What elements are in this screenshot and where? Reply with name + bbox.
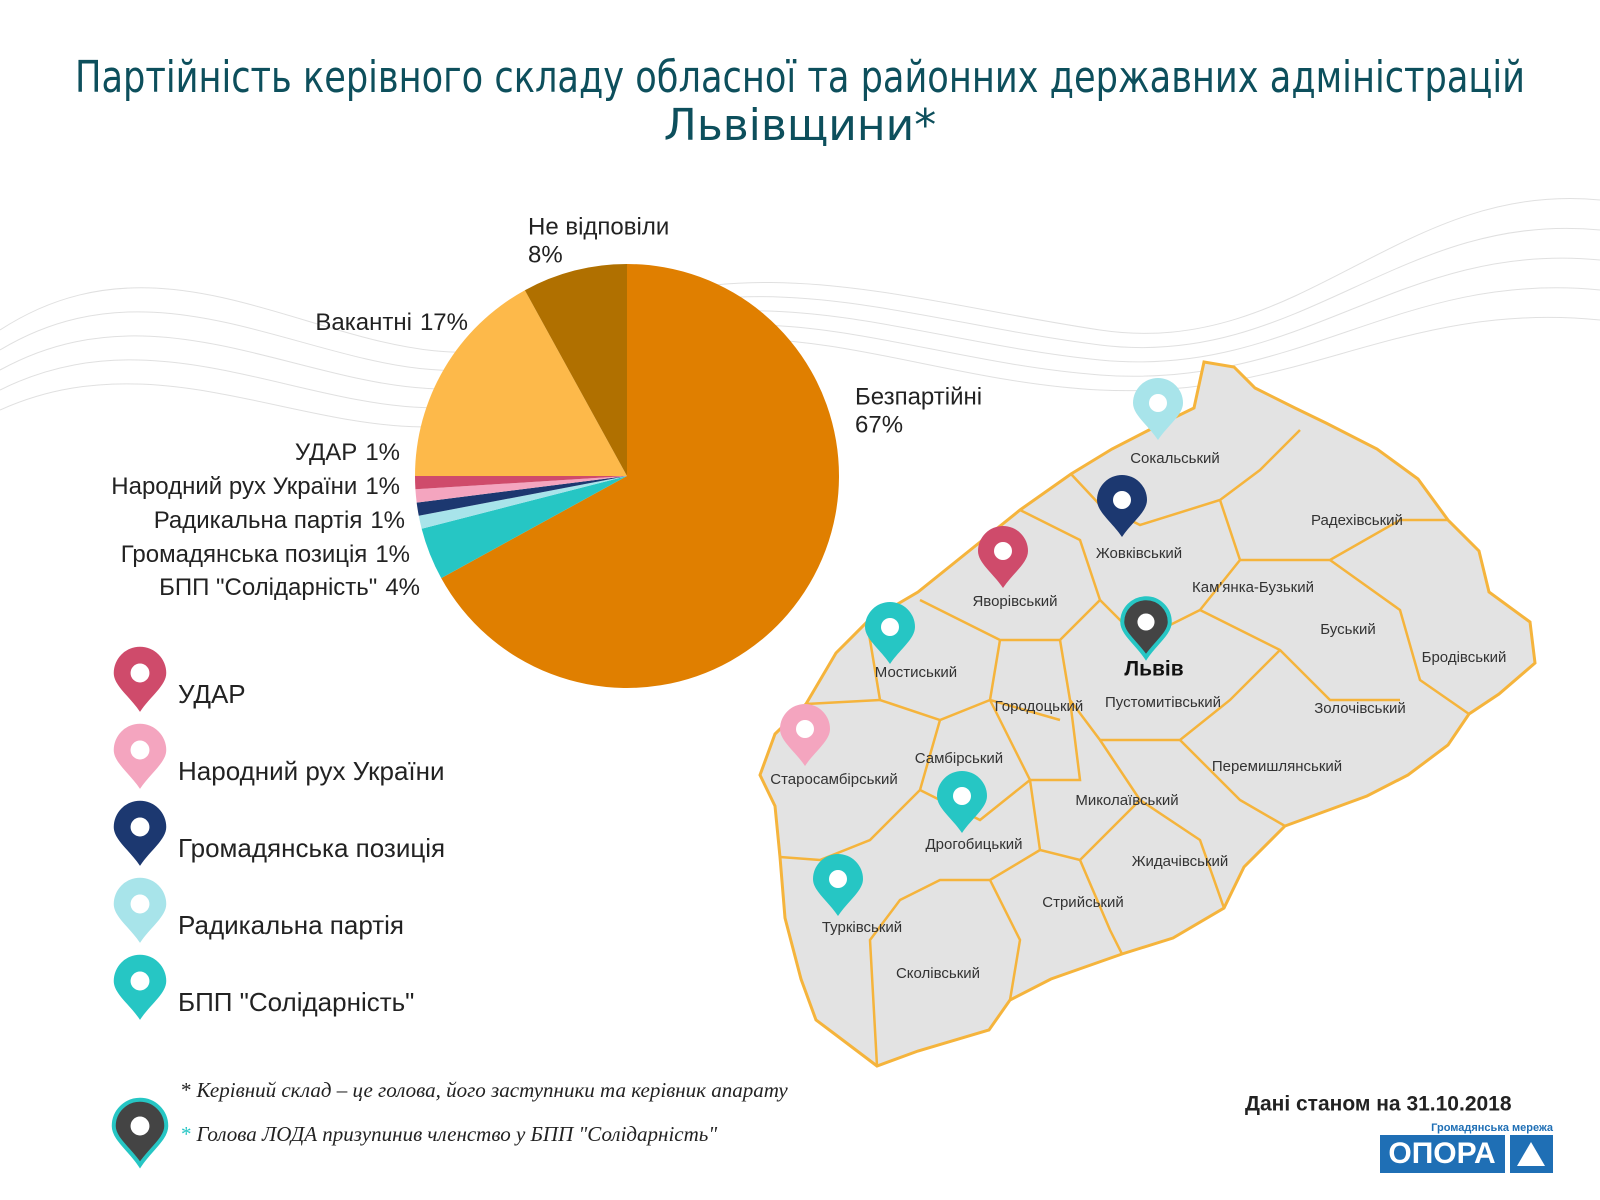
slice-value-label: 8% <box>528 241 563 268</box>
slice-value-label: 1% <box>365 473 400 500</box>
district-label: Миколаївський <box>1075 792 1178 809</box>
legend-label: Народний рух України <box>178 756 445 786</box>
slice-value-label: 1% <box>365 439 400 466</box>
footnote: * Керівний склад – це голова, його заступ… <box>180 1078 788 1102</box>
legend-label: Радикальна партія <box>178 910 404 940</box>
slice-label: УДАР <box>295 439 357 466</box>
legend-label: Громадянська позиція <box>178 833 445 863</box>
pin-hole <box>994 542 1012 560</box>
pie-slice <box>441 264 839 688</box>
legend: УДАР Народний рух України Громадянська поз… <box>113 646 445 1020</box>
district-label: Бродівський <box>1422 649 1507 666</box>
footnote: * Голова ЛОДА призупинив членство у БПП "… <box>180 1122 717 1146</box>
district-label: Золочівський <box>1314 700 1406 717</box>
date-note: Дані станом на 31.10.2018 <box>1245 1093 1512 1116</box>
slice-value-label: 1% <box>375 541 410 568</box>
slice-label: Вакантні <box>315 309 412 336</box>
slice-label-group: Народний рух України 1% <box>111 473 400 500</box>
slice-label-group: Радикальна партія 1% <box>154 507 405 534</box>
legend-label: УДАР <box>178 679 246 709</box>
footnote-marker: * <box>180 1078 191 1102</box>
pin-hole <box>1149 394 1167 412</box>
district-label: Жидачівський <box>1132 853 1229 870</box>
footnotes: * Керівний склад – це голова, його заступ… <box>111 1078 788 1169</box>
district-label: Перемишлянський <box>1212 758 1342 775</box>
pin-hole <box>130 663 150 683</box>
slice-label: Не відповіли <box>528 213 669 240</box>
pin-hole <box>796 720 814 738</box>
pin-hole <box>130 740 150 760</box>
district-label: Буський <box>1320 621 1375 638</box>
pin-hole <box>130 817 150 837</box>
district-borders <box>779 429 1470 1067</box>
logo-triangle <box>1517 1142 1545 1166</box>
footnote-marker: * <box>180 1122 191 1146</box>
pie-slice <box>418 476 627 529</box>
slice-label: Радикальна партія <box>154 507 363 534</box>
district-label: Турківський <box>822 919 902 936</box>
district-label: Жовківський <box>1096 545 1182 562</box>
legend-label: БПП "Солідарність" <box>178 987 414 1017</box>
slice-label: Народний рух України <box>111 473 357 500</box>
district-label: Пустомитівський <box>1105 694 1221 711</box>
pie-slice <box>415 476 627 490</box>
district-label: Старосамбірський <box>770 771 897 788</box>
slice-value-label: 67% <box>855 411 903 438</box>
pie-slice <box>416 476 627 516</box>
pin-hole <box>1137 613 1155 631</box>
region-outline <box>758 360 1537 1068</box>
pin-hole <box>881 618 899 636</box>
logo-box <box>1380 1135 1505 1173</box>
footnote-text: Керівний склад – це голова, його заступн… <box>196 1078 789 1102</box>
district-label: Яворівський <box>972 593 1057 610</box>
pin-hole <box>130 971 150 991</box>
title: Львівщини* <box>664 100 937 151</box>
slice-label-group: УДАР 1% <box>295 439 400 466</box>
logo-name: ОПОРА <box>1388 1137 1495 1170</box>
district-label: Кам'янка-Бузький <box>1192 579 1314 596</box>
pin-hole <box>829 870 847 888</box>
district-label: Дрогобицький <box>925 836 1022 853</box>
slice-label-group: БПП "Солідарність" 4% <box>159 574 420 601</box>
city-label: Львів <box>1124 658 1183 681</box>
pin-hole <box>953 787 971 805</box>
district-label: Стрийський <box>1042 894 1123 911</box>
district-label: Сколівський <box>896 965 980 982</box>
pin-hole <box>130 1116 150 1136</box>
pie-slice <box>524 264 627 476</box>
district-label: Самбірський <box>915 750 1003 767</box>
slice-label-group: Вакантні 17% <box>315 309 468 336</box>
district-label: Сокальський <box>1130 450 1220 467</box>
district-label: Городоцький <box>995 698 1084 715</box>
district-label: Мостиський <box>875 664 957 681</box>
slice-value-label: 17% <box>420 309 468 336</box>
pie-slice <box>421 476 627 579</box>
pie-slice <box>415 476 627 503</box>
slice-value-label: 4% <box>385 574 420 601</box>
background-waves <box>0 198 1600 428</box>
logo: Громадянська мережа ОПОРА <box>1380 1122 1554 1173</box>
slice-label: Безпартійні <box>855 383 982 410</box>
pie-slice <box>415 290 627 476</box>
slice-label: Громадянська позиція <box>121 541 368 568</box>
footnote-text: Голова ЛОДА призупинив членство у БПП "С… <box>196 1122 718 1146</box>
district-label: Радехівський <box>1311 512 1403 529</box>
slice-value-label: 1% <box>370 507 405 534</box>
slice-label-group: Громадянська позиція 1% <box>121 541 410 568</box>
slice-label: БПП "Солідарність" <box>159 574 377 601</box>
map: Сокальський Радехівський Жовківський Яворів… <box>758 360 1537 1068</box>
logo-tagline: Громадянська мережа <box>1431 1122 1554 1134</box>
pin-hole <box>130 894 150 914</box>
title: Партійність керівного складу обласної та… <box>75 52 1525 103</box>
pin-hole <box>1113 491 1131 509</box>
